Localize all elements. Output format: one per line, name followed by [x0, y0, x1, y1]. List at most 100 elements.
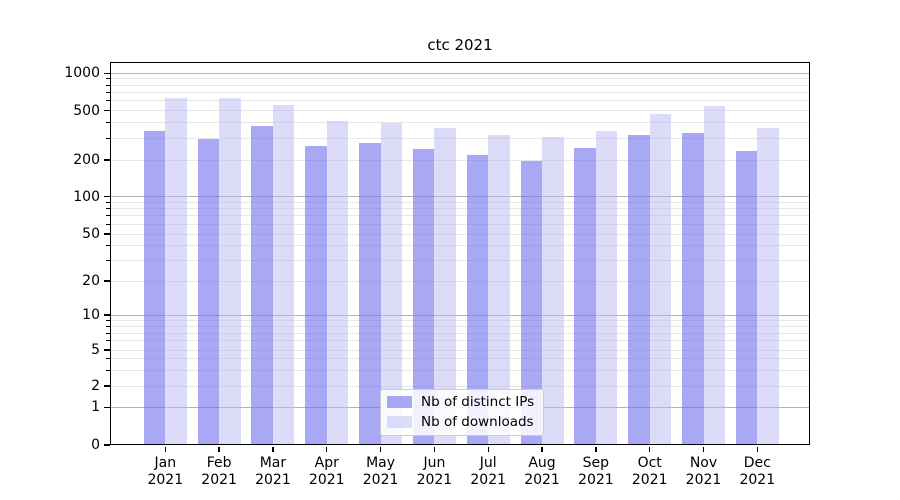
gridline-minor	[110, 100, 810, 102]
x-tick-label-month: Dec	[743, 455, 771, 471]
legend-label-distinct-ips: Nb of distinct IPs	[421, 394, 535, 410]
y-tick-minor	[106, 201, 110, 203]
y-tick-label: 500	[73, 102, 100, 119]
y-tick-minor	[106, 122, 110, 124]
y-tick-label: 0	[91, 437, 100, 453]
x-tick	[164, 446, 166, 452]
x-tick-label-year: 2021	[470, 472, 507, 488]
gridline-minor	[110, 369, 810, 371]
x-tick-label-month: Jan	[154, 455, 177, 471]
bar-distinct-ips-feb	[197, 139, 220, 445]
gridline-minor	[110, 159, 810, 161]
y-tick-minor	[106, 78, 110, 80]
bar-downloads-sep	[595, 130, 618, 445]
legend-label-downloads: Nb of downloads	[421, 414, 534, 430]
x-tick-label-year: 2021	[147, 472, 184, 488]
y-tick-major	[103, 196, 110, 198]
bar-downloads-aug	[542, 137, 564, 445]
x-tick-label-month: Feb	[206, 455, 232, 471]
gridline-minor	[110, 358, 810, 360]
x-tick	[595, 446, 597, 452]
x-tick	[326, 446, 328, 452]
x-tick-label-year: 2021	[685, 472, 722, 488]
x-tick-label-month: Oct	[637, 455, 662, 471]
y-tick-label: 10	[82, 307, 100, 323]
gridline-minor	[110, 215, 810, 217]
x-tick-label-month: May	[366, 455, 396, 471]
x-tick	[487, 446, 489, 452]
bar-downloads-jul	[488, 134, 510, 445]
y-tick-minor	[106, 223, 110, 225]
gridline-minor	[110, 201, 810, 203]
bar-downloads-nov	[703, 105, 725, 445]
x-tick-label-year: 2021	[362, 472, 399, 488]
bar-downloads-feb	[219, 98, 241, 445]
x-tick-label-year: 2021	[578, 472, 614, 488]
y-tick-minor	[106, 244, 110, 246]
x-tick-label: Dec 2021	[725, 455, 789, 489]
gridline-minor	[110, 325, 810, 327]
gridline-minor	[110, 349, 810, 351]
gridline-minor	[110, 137, 810, 139]
x-tick-label: Sep 2021	[564, 455, 628, 489]
x-tick-label-month: Mar	[259, 455, 287, 471]
legend: Nb of distinct IPs Nb of downloads	[380, 389, 545, 436]
y-tick-label: 100	[73, 188, 100, 205]
y-tick-label: 2	[91, 378, 100, 394]
gridline-minor	[110, 244, 810, 246]
legend-swatch-distinct-ips	[387, 396, 412, 408]
y-tick-minor	[106, 369, 110, 371]
bar-downloads-jun	[434, 128, 456, 445]
y-tick-minor	[106, 319, 110, 321]
x-tick	[541, 446, 543, 452]
x-tick-label-month: Apr	[314, 455, 339, 471]
x-tick-label: Apr 2021	[295, 455, 359, 489]
x-tick-label: Feb 2021	[187, 455, 251, 489]
y-tick-major	[103, 233, 110, 235]
y-tick-label: 20	[82, 273, 100, 289]
x-tick-label: Aug 2021	[510, 455, 574, 489]
y-tick-minor	[106, 84, 110, 86]
y-tick-minor	[106, 91, 110, 93]
x-tick-label: Mar 2021	[241, 455, 305, 489]
x-tick-label: Oct 2021	[618, 455, 682, 489]
y-tick-minor	[106, 100, 110, 102]
bar-downloads-may	[380, 123, 403, 445]
y-tick-minor	[106, 325, 110, 327]
x-tick-label: Jul 2021	[456, 455, 520, 489]
bar-distinct-ips-jun	[412, 149, 435, 445]
gridline-minor	[110, 122, 810, 124]
bar-distinct-ips-may	[359, 142, 381, 445]
chart-title: ctc 2021	[427, 36, 493, 54]
x-tick-label-month: Sep	[582, 455, 610, 471]
bar-downloads-apr	[326, 120, 349, 445]
y-tick-major	[103, 314, 110, 316]
bar-distinct-ips-oct	[628, 134, 650, 445]
gridline-minor	[110, 91, 810, 93]
bar-distinct-ips-jan	[143, 131, 166, 445]
x-tick	[379, 446, 382, 452]
x-tick-label-year: 2021	[201, 472, 237, 488]
gridline-minor	[110, 280, 810, 282]
y-tick-major	[103, 72, 110, 74]
gridline-major	[110, 196, 810, 198]
y-tick-major	[103, 349, 110, 351]
bar-distinct-ips-aug	[520, 161, 543, 445]
gridline-minor	[110, 84, 810, 86]
x-tick-label: Jan 2021	[133, 455, 197, 489]
x-tick-label-year: 2021	[631, 472, 668, 488]
gridline-minor	[110, 385, 810, 387]
y-tick-label: 200	[73, 152, 100, 168]
gridline-major	[110, 314, 810, 316]
y-tick-label: 5	[91, 342, 100, 358]
x-tick-label-year: 2021	[524, 472, 560, 488]
bar-distinct-ips-apr	[305, 145, 327, 445]
y-tick-minor	[106, 208, 110, 210]
y-tick-minor	[106, 215, 110, 217]
x-tick	[433, 446, 436, 452]
gridline-major	[110, 72, 810, 74]
y-tick-major	[103, 109, 110, 112]
x-tick-label: May 2021	[349, 455, 413, 489]
bar-distinct-ips-sep	[574, 147, 596, 445]
